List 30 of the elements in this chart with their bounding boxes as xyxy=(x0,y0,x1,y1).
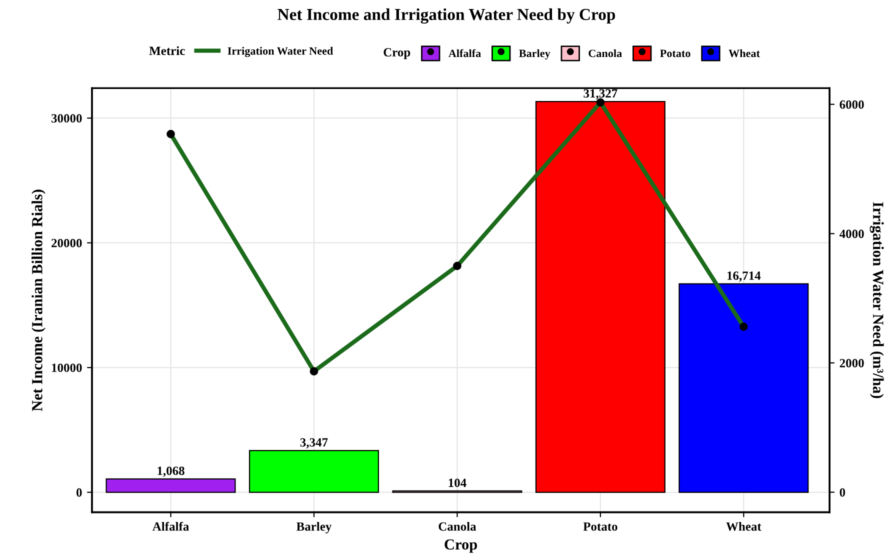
y2-tick-label: 6000 xyxy=(840,100,864,109)
text: Metric xyxy=(149,46,185,56)
y-tick-label: 20000 xyxy=(52,238,82,248)
category-label: Wheat xyxy=(728,49,760,58)
text: Crop xyxy=(384,48,410,60)
y2-tick-label: 2000 xyxy=(840,358,864,368)
y-tick-label: 10000 xyxy=(52,364,82,372)
x-tick-label: Canola xyxy=(438,522,476,531)
x-tick-label: Barley xyxy=(296,522,332,534)
y2-tick-label: 4000 xyxy=(839,230,864,238)
data-label: 104 xyxy=(448,478,466,488)
y2-axis-title: Irrigation Water Need (m³/ha) xyxy=(870,202,884,398)
y2-tick-label: 0 xyxy=(840,488,846,497)
x-tick-label: Wheat xyxy=(726,522,762,531)
chart-title: Net Income and Irrigation Water Need by Crop xyxy=(278,8,616,24)
data-label: 16,714 xyxy=(727,271,761,282)
x-tick-label: Potato xyxy=(583,522,618,531)
legend-label: Irrigation Water Need xyxy=(228,46,334,58)
data-label: 31,327 xyxy=(584,89,618,100)
y-axis-title: Net Income (Iranian Billion Rials) xyxy=(32,190,46,412)
y-tick-label: 0 xyxy=(76,488,82,497)
category-label: Alfalfa xyxy=(448,49,481,58)
data-label: 1,068 xyxy=(158,466,184,477)
category-label: Canola xyxy=(588,49,622,58)
x-tick-label: Alfalfa xyxy=(152,522,189,531)
category-label: Potato xyxy=(660,50,690,58)
category-label: Barley xyxy=(519,49,550,60)
x-axis-title: Crop xyxy=(444,539,478,553)
data-label: 3,347 xyxy=(300,438,328,448)
y-tick-label: 30000 xyxy=(51,114,82,123)
